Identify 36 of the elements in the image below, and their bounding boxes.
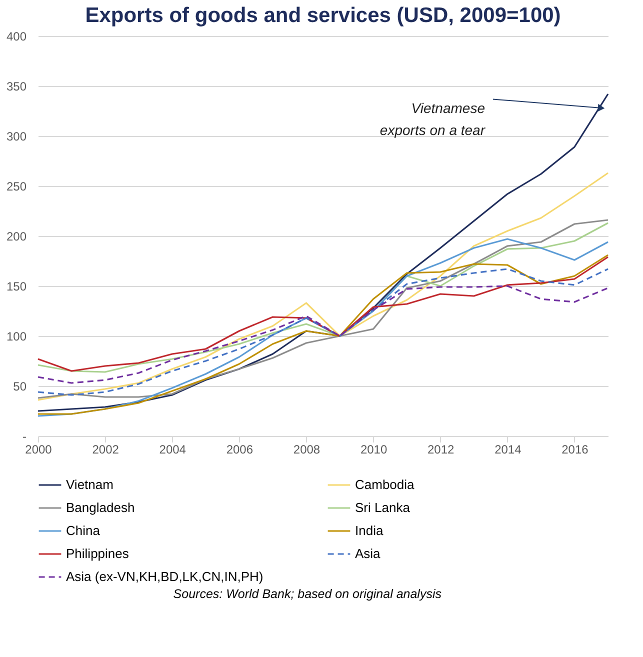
- annotation: Vietnamese exports on a tear: [380, 100, 486, 138]
- x-tick-label: 2004: [159, 442, 186, 456]
- line-series: [37, 268, 609, 396]
- legend-label: Vietnam: [66, 477, 114, 492]
- legend-label: Asia (ex-VN,KH,BD,LK,CN,IN,PH): [66, 569, 264, 584]
- x-tick-label: 2006: [226, 442, 254, 456]
- line-series: [37, 256, 609, 372]
- line-series: [37, 285, 609, 384]
- source-note: Sources: World Bank; based on original analysis: [173, 587, 442, 601]
- legend-label: Asia: [355, 546, 382, 561]
- y-tick-label: 400: [6, 30, 27, 44]
- y-tick-label: 350: [6, 80, 27, 94]
- x-tick-label: 2000: [25, 442, 52, 456]
- legend-label: Bangladesh: [66, 500, 135, 515]
- legend-label: China: [66, 523, 101, 538]
- chart-title: Exports of goods and services (USD, 2009=100): [85, 4, 561, 27]
- legend-label: Philippines: [66, 546, 130, 561]
- line-series: [37, 172, 609, 401]
- y-tick-label: -: [22, 430, 26, 444]
- x-tick-label: 2010: [360, 442, 388, 456]
- y-tick-label: 150: [6, 280, 27, 294]
- x-tick-label: 2008: [293, 442, 320, 456]
- legend-label: Sri Lanka: [355, 500, 411, 515]
- y-tick-label: 200: [6, 230, 27, 244]
- x-tick-label: 2014: [494, 442, 522, 456]
- x-tick-label: 2012: [428, 442, 455, 456]
- y-tick-label: 250: [6, 180, 27, 194]
- y-tick-label: 100: [6, 330, 27, 344]
- line-series: [37, 93, 609, 412]
- line-series: [37, 219, 609, 399]
- x-tick-label: 2002: [92, 442, 120, 456]
- x-tick-label: 2016: [562, 442, 589, 456]
- legend-label: Cambodia: [355, 477, 416, 492]
- legend-label: India: [355, 523, 384, 538]
- y-tick-label: 300: [6, 130, 27, 144]
- y-tick-label: 50: [13, 380, 27, 394]
